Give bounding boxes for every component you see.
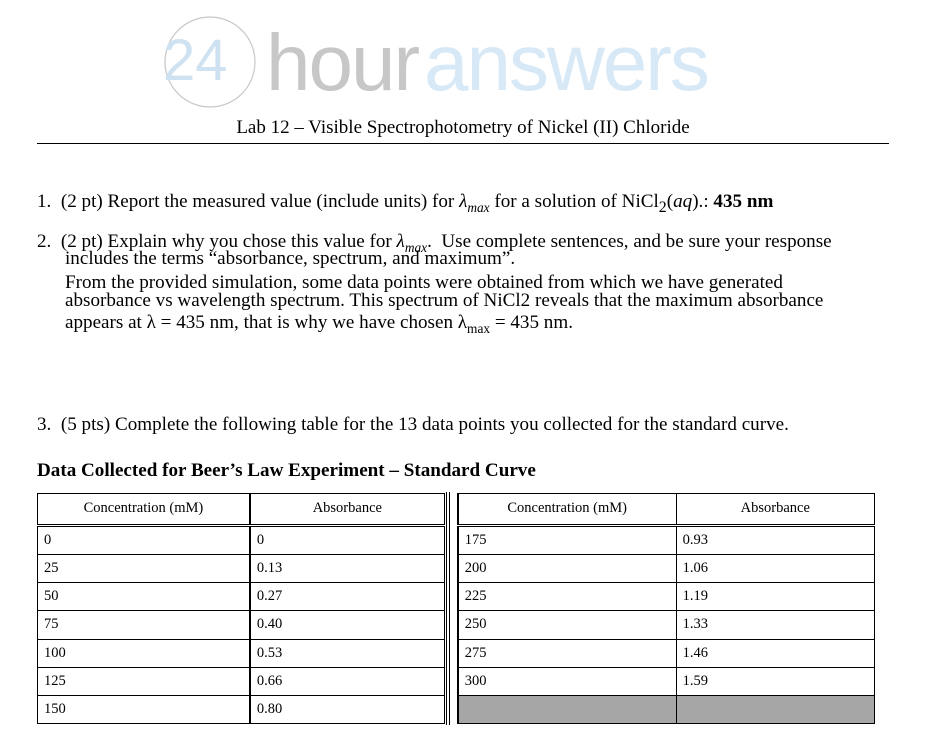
svg-text:hour: hour bbox=[266, 18, 419, 107]
svg-text:24: 24 bbox=[163, 28, 228, 93]
svg-text:answers: answers bbox=[424, 18, 708, 107]
